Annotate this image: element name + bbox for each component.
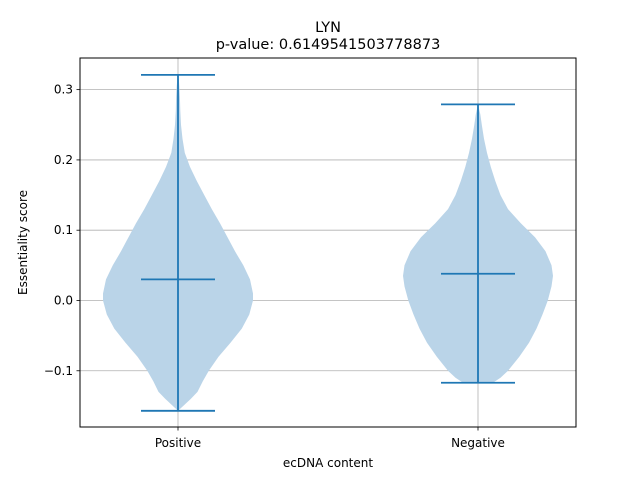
y-tick-label: 0.1 (54, 223, 73, 237)
chart-title: LYN (315, 20, 341, 36)
x-axis-label: ecDNA content (283, 456, 373, 470)
y-tick-label: 0.0 (54, 293, 73, 307)
plot-frame (79, 57, 577, 428)
y-tick-label: 0.3 (54, 83, 73, 97)
x-tick-label: Positive (155, 436, 201, 450)
statistic-lines-layer (141, 73, 515, 412)
y-tick-label: −0.1 (44, 364, 73, 378)
x-tick-layer: Positive Negative (155, 427, 505, 450)
y-axis-label: Essentiality score (16, 190, 30, 295)
y-tick-label: 0.2 (54, 153, 73, 167)
y-tick-layer: −0.1 0.0 0.1 0.2 0.3 (44, 83, 80, 378)
chart-subtitle: p-value: 0.6149541503778873 (216, 37, 441, 53)
x-tick-label: Negative (451, 436, 505, 450)
